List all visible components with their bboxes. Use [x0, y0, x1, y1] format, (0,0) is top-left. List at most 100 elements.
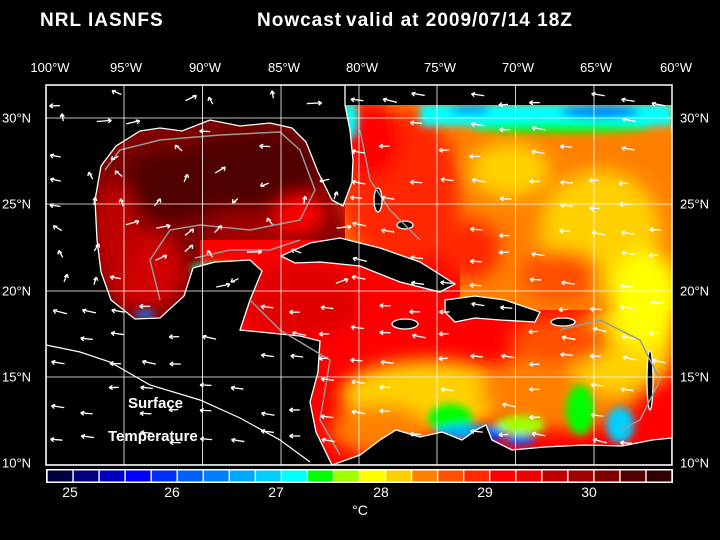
wind-vector-arrow — [207, 96, 214, 105]
wind-vector-arrow — [261, 411, 275, 417]
wind-vector-arrow — [351, 379, 365, 385]
wind-vector-arrow — [155, 254, 168, 261]
wind-vector-arrow — [499, 127, 511, 133]
wind-vector-arrow — [349, 195, 363, 201]
wind-vector-arrow — [409, 431, 422, 437]
wind-vector-arrow — [380, 359, 394, 365]
wind-vector-arrow — [289, 433, 301, 439]
wind-vector-arrow — [50, 403, 65, 409]
wind-vector-arrow — [440, 387, 454, 393]
wind-vector-arrow — [621, 230, 635, 236]
colorbar-swatch — [594, 470, 620, 482]
wind-vector-arrow — [651, 358, 666, 364]
colorbar-swatch — [151, 470, 177, 482]
wind-vector-arrow — [110, 155, 119, 161]
wind-vector-arrow — [59, 113, 65, 122]
wind-vector-arrow — [318, 355, 329, 361]
wind-vector-arrow — [528, 361, 540, 368]
lon-label: 65°W — [580, 60, 612, 75]
wind-vector-arrow — [291, 248, 302, 254]
wind-vector-arrow — [140, 430, 153, 436]
wind-vector-arrow — [470, 353, 483, 359]
lat-label-left: 25°N — [2, 196, 32, 212]
wind-vector-arrow — [153, 198, 162, 207]
wind-vector-arrow — [470, 92, 485, 98]
wind-vector-arrow — [139, 303, 151, 309]
wind-vector-arrow — [259, 143, 271, 149]
wind-vector-arrow — [648, 252, 659, 258]
wind-vector-arrow — [438, 355, 449, 362]
colorbar-swatch — [99, 470, 125, 482]
wind-vector-arrow — [183, 173, 190, 183]
wind-vector-arrow — [559, 228, 571, 234]
wind-vector-arrow — [318, 331, 330, 337]
wind-vector-arrow — [560, 179, 573, 185]
wind-vector-arrow — [649, 227, 661, 233]
wind-vector-arrow — [96, 118, 112, 124]
colorbar-tick-label: 26 — [164, 484, 180, 500]
wind-vector-arrow — [63, 273, 69, 283]
title-valid-time: valid at 2009/07/14 18Z — [346, 10, 573, 31]
lon-label: 85°W — [268, 60, 300, 75]
colorbar-swatch — [229, 470, 255, 482]
colorbar-swatch — [256, 470, 281, 482]
wind-vector-arrow — [289, 407, 300, 413]
wind-vector-arrow — [141, 359, 156, 365]
colorbar-swatch — [308, 470, 333, 482]
wind-vector-arrow — [109, 275, 121, 281]
wind-vector-arrow — [650, 299, 663, 306]
lon-label: 80°W — [346, 60, 378, 75]
wind-vector-arrow — [125, 219, 140, 226]
wind-vector-arrow — [409, 309, 421, 315]
lon-label: 75°W — [424, 60, 456, 75]
lat-label-right: 30°N — [680, 110, 710, 126]
wind-vector-arrow — [306, 100, 323, 106]
wind-vector-arrow — [93, 276, 99, 285]
wind-vector-arrow — [333, 191, 339, 200]
wind-vector-arrow — [231, 437, 245, 443]
wind-vector-arrow — [379, 408, 391, 414]
wind-vector-arrow — [80, 433, 94, 440]
wind-vector-arrow — [52, 309, 68, 315]
wind-vector-arrow — [351, 149, 366, 155]
wind-vector-arrow — [382, 97, 398, 104]
wind-vector-arrow — [561, 280, 575, 286]
lon-label: 70°W — [502, 60, 534, 75]
wind-vector-arrow — [378, 143, 390, 149]
annotation-temperature: Temperature — [108, 428, 198, 445]
wind-vector-arrow — [439, 309, 450, 315]
wind-vector-arrow — [118, 198, 124, 207]
wind-vector-arrow — [111, 308, 125, 314]
wind-vector-arrow — [531, 125, 546, 131]
wind-vector-arrow — [352, 256, 368, 263]
wind-vector-arrow — [618, 180, 629, 186]
wind-vector-arrow — [80, 410, 93, 416]
colorbar-tick-label: 27 — [268, 484, 284, 500]
wind-vector-arrow — [114, 170, 123, 178]
lat-label-right: 25°N — [680, 196, 710, 212]
wind-vector-arrow — [266, 217, 274, 226]
wind-vector-arrow — [351, 409, 366, 415]
wind-vector-arrow — [216, 282, 231, 288]
wind-vector-arrow — [320, 305, 334, 311]
wind-vector-arrow — [169, 361, 181, 367]
wind-vector-arrow — [501, 353, 515, 359]
wind-vector-arrow — [440, 177, 454, 183]
wind-vector-arrow — [470, 226, 483, 233]
title-source: NRL IASNFS — [40, 10, 164, 31]
wind-vector-arrow — [230, 385, 244, 391]
colorbar-swatch — [464, 470, 490, 482]
colorbar-tick-label: 28 — [373, 484, 389, 500]
wind-vector-arrow — [49, 103, 60, 109]
wind-vector-arrow — [589, 353, 601, 359]
wind-vector-arrow — [52, 225, 63, 232]
wind-vector-arrow — [140, 385, 153, 391]
wind-vector-arrow — [620, 283, 633, 290]
wind-vector-arrow — [440, 280, 453, 286]
colorbar-tick-label: 25 — [62, 484, 78, 500]
colorbar-swatch — [646, 470, 672, 482]
wind-vector-arrow — [531, 431, 546, 437]
wind-vector-arrow — [321, 437, 336, 443]
wind-vector-arrow — [290, 353, 304, 359]
